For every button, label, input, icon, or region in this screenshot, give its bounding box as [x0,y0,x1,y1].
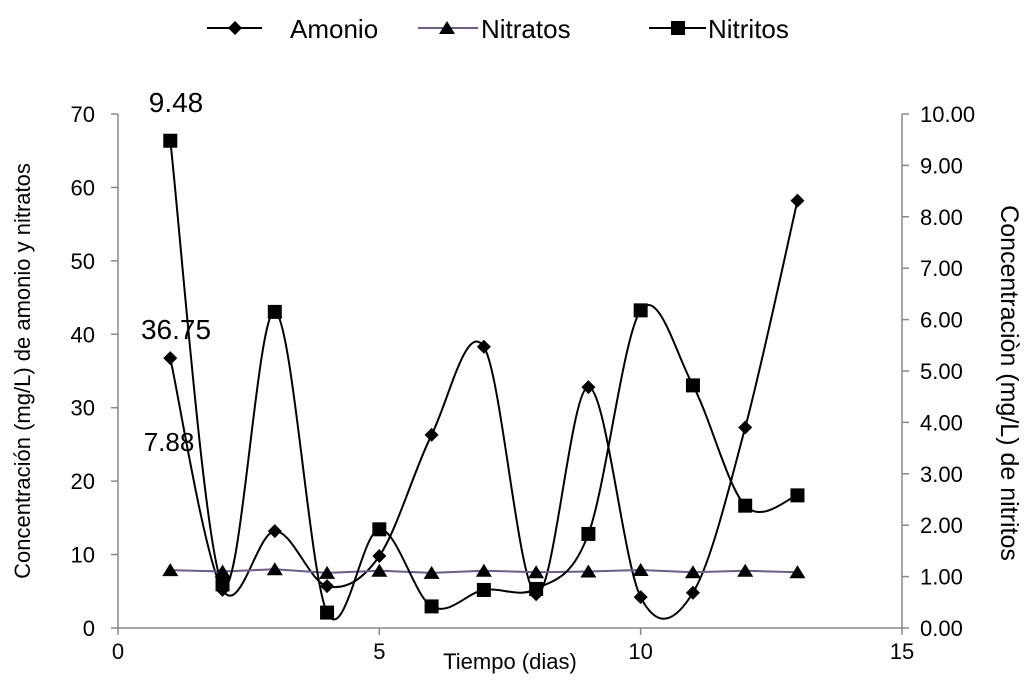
point-nitratos [528,565,545,579]
point-amonio [372,549,387,564]
y-right-tick-label: 1.00 [920,565,963,590]
x-axis-label: Tiempo (dias) [443,649,577,674]
point-nitritos [320,605,335,620]
point-nitritos [476,582,491,597]
annotation-nitritos-first: 9.48 [149,87,204,118]
y-right-tick-label: 8.00 [920,205,963,230]
point-amonio [738,420,753,435]
series-amonio [163,193,805,620]
y-left-tick-label: 50 [71,249,95,274]
point-nitratos [371,563,388,577]
legend-label-nitritos: Nitritos [708,14,789,44]
point-amonio [320,579,335,594]
y-right-tick-label: 7.00 [920,256,963,281]
point-amonio [581,380,596,395]
annotation-amonio-first: 36.75 [141,314,211,345]
axes [111,113,909,635]
point-nitratos [475,563,492,577]
series-nitritos [163,133,805,621]
y-left-tick-label: 60 [71,175,95,200]
point-nitratos [684,565,701,579]
x-tick-label: 5 [373,639,385,664]
point-amonio [633,590,648,605]
point-nitratos [789,565,806,579]
point-nitratos [737,563,754,577]
point-nitritos [372,522,387,537]
point-amonio [163,351,178,366]
point-nitritos [685,378,700,393]
point-amonio [685,585,700,600]
point-nitritos [424,599,439,614]
series-layer [162,133,806,621]
point-nitratos [423,565,440,579]
point-amonio [790,193,805,208]
point-nitratos [162,563,179,577]
tick-labels: 0 5 10 15 0 10 20 30 40 50 60 70 0.00 1.00 2.00 3.00 4.0… [71,102,976,664]
point-nitritos [738,498,753,513]
ticks [111,113,909,635]
x-tick-label: 0 [112,639,124,664]
y-left-tick-label: 20 [71,469,95,494]
point-nitritos [790,488,805,503]
point-nitritos [633,303,648,318]
legend-marker-nitritos [671,21,685,35]
x-tick-label: 15 [890,639,914,664]
y-left-tick-label: 70 [71,102,95,127]
y-axis-left-label: Concentración (mg/L) de amonio y nitrato… [10,163,35,579]
annotation-nitratos-first: 7.88 [144,427,195,457]
annotations: 9.48 36.75 7.88 [141,87,211,457]
y-right-tick-label: 5.00 [920,359,963,384]
point-amonio [424,427,439,442]
y-right-tick-label: 2.00 [920,513,963,538]
legend-marker-amonio [228,21,242,35]
point-nitritos [163,133,178,148]
point-nitritos [529,581,544,596]
legend: Amonio Nitratos Nitritos [207,14,789,44]
legend-label-nitratos: Nitratos [481,14,571,44]
y-left-tick-label: 10 [71,543,95,568]
point-amonio [476,339,491,354]
y-axis-right-label: Concentraciòn (mg/L) de nitritos [995,205,1023,561]
series-nitratos [162,562,806,579]
series-line-nitritos [169,140,798,621]
y-left-tick-label: 0 [83,616,95,641]
y-right-tick-label: 0.00 [920,616,963,641]
y-right-tick-label: 3.00 [920,462,963,487]
point-nitratos [319,565,336,579]
point-nitritos [267,304,282,319]
point-nitratos [580,564,597,578]
y-right-tick-label: 9.00 [920,153,963,178]
x-tick-label: 10 [628,639,652,664]
y-left-tick-label: 40 [71,322,95,347]
y-left-tick-label: 30 [71,396,95,421]
y-right-tick-label: 6.00 [920,308,963,333]
y-right-tick-label: 4.00 [920,410,963,435]
legend-label-amonio: Amonio [290,14,378,44]
legend-marker-nitratos [439,21,455,34]
point-nitratos [632,562,649,576]
point-amonio [267,524,282,539]
point-nitratos [266,562,283,576]
point-nitritos [215,577,230,592]
y-right-tick-label: 10.00 [920,102,975,127]
point-nitritos [581,526,596,541]
